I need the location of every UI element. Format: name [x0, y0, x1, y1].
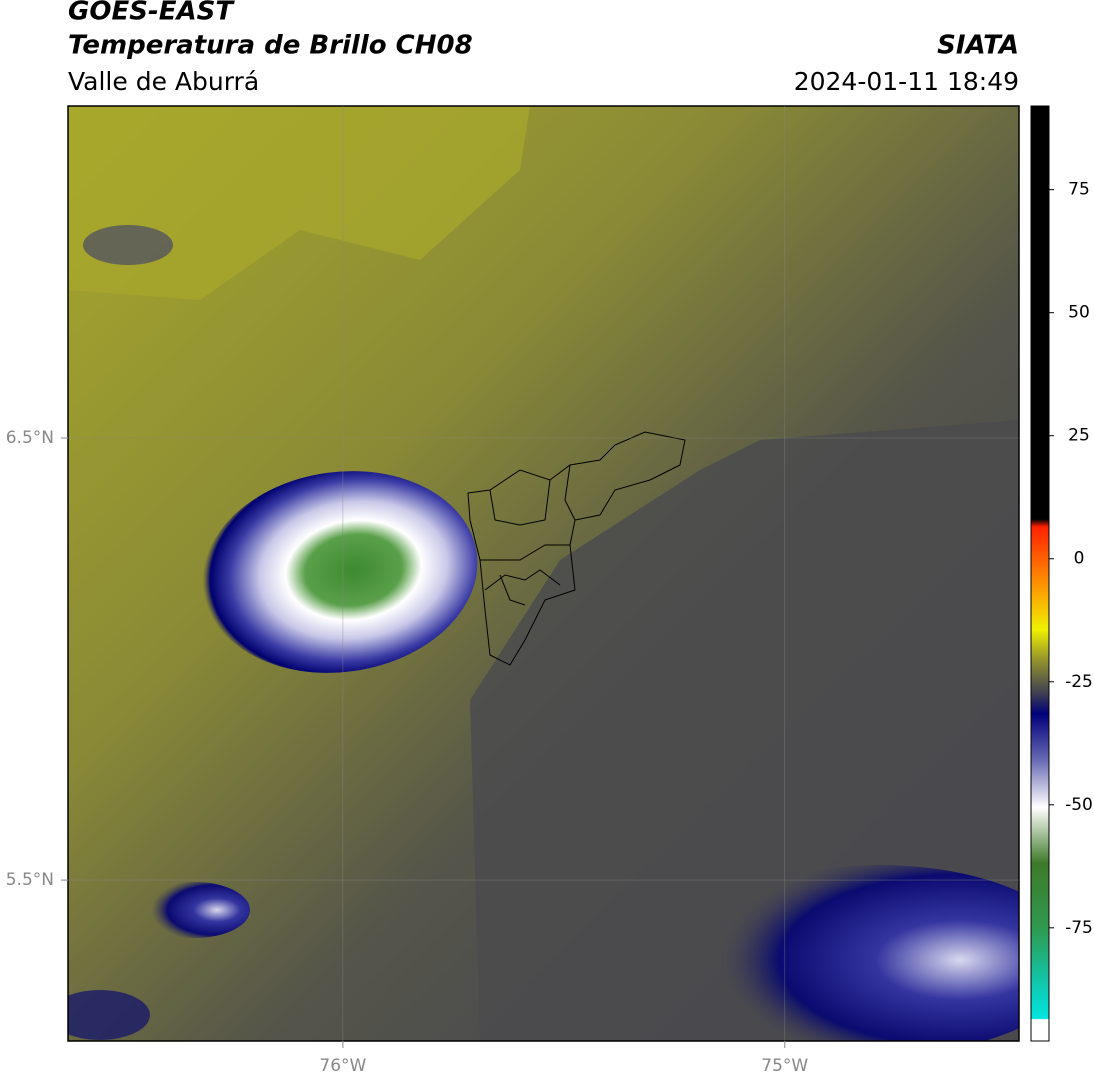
colorbar-label: -25: [1065, 672, 1093, 692]
datetime: 2024-01-11 18:49: [794, 67, 1019, 96]
lat-label: 6.5°N: [6, 428, 54, 448]
cloud-blob: [83, 225, 173, 265]
geo-axes: 76°W 75°W 6.5°N 5.5°N: [6, 106, 1019, 1076]
header: GOES-EAST Temperatura de Brillo CH08 Val…: [68, 0, 1019, 96]
colorbar-label: -75: [1065, 918, 1093, 938]
cloud-blob: [68, 990, 150, 1040]
municipal-boundaries: [467, 431, 686, 666]
lat-label: 5.5°N: [6, 870, 54, 890]
cloud-blob: [140, 882, 250, 938]
colorbar-label: 75: [1068, 180, 1090, 200]
colorbar-label: 25: [1068, 426, 1090, 446]
warm-region: [68, 106, 530, 300]
subtitle: Temperatura de Brillo CH08: [68, 31, 473, 61]
map-frame: [67, 105, 1020, 1042]
region: Valle de Aburrá: [68, 67, 259, 96]
lon-label: 75°W: [761, 1056, 808, 1076]
satellite-image: [68, 106, 1019, 1041]
storm-cell: [202, 471, 478, 673]
colorbar-label: 50: [1068, 303, 1090, 323]
colorbar: [1030, 105, 1050, 1042]
title: GOES-EAST: [68, 0, 235, 27]
colorbar-label: -50: [1065, 795, 1093, 815]
colorbar-axis: 75 50 25 0 -25 -50 -75: [1049, 180, 1093, 938]
cloud-blob: [680, 865, 1019, 1041]
agency: SIATA: [937, 31, 1019, 61]
lon-label: 76°W: [319, 1056, 366, 1076]
colorbar-label: 0: [1074, 549, 1085, 569]
